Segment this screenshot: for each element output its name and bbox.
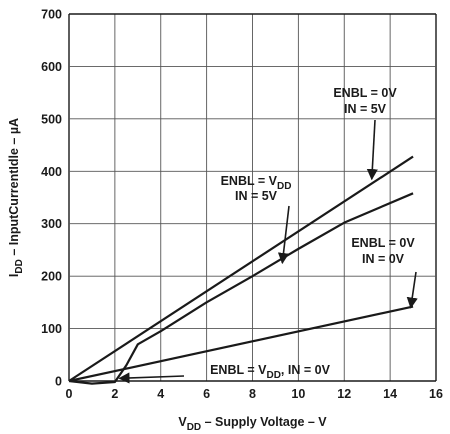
- x-tick-label: 12: [337, 387, 351, 401]
- tick-labels: 0 2 4 6 8 10 12 14 16 0 100 200 300 400 500 600 700: [41, 8, 443, 402]
- series-group: [68, 155, 414, 385]
- y-tick-label: 300: [41, 217, 62, 231]
- annotation-text: ENBL = 0V: [351, 236, 415, 250]
- y-tick-label: 200: [41, 270, 62, 284]
- series-line-3: [68, 305, 414, 383]
- series-line-1: [68, 155, 414, 382]
- x-tick-label: 0: [66, 387, 73, 401]
- x-tick-label: 6: [203, 387, 210, 401]
- x-tick-label: 8: [249, 387, 256, 401]
- annotation-3: ENBL = 0V IN = 0V: [351, 236, 418, 309]
- annotation-text: IN = 5V: [344, 102, 387, 116]
- y-tick-label: 700: [41, 8, 62, 22]
- y-tick-label: 0: [55, 375, 62, 389]
- y-tick-label: 400: [41, 165, 62, 179]
- x-tick-label: 14: [383, 387, 397, 401]
- annotation-arrow: [277, 205, 290, 265]
- annotation-text: ENBL = 0V: [333, 86, 397, 100]
- y-tick-label: 500: [41, 112, 62, 126]
- annotation-text: IN = 5V: [235, 189, 278, 203]
- x-axis-label: VDD – Supply Voltage – V: [178, 415, 327, 433]
- x-tick-label: 10: [291, 387, 305, 401]
- x-tick-label: 2: [111, 387, 118, 401]
- x-tick-label: 16: [429, 387, 443, 401]
- x-tick-label: 4: [157, 387, 164, 401]
- annotation-arrow: [406, 271, 418, 309]
- y-tick-label: 100: [41, 322, 62, 336]
- y-axis-label: IDD – InputCurrentIdle – µA: [7, 118, 25, 277]
- annotation-4: ENBL = VDD, IN = 0V: [118, 363, 331, 384]
- annotation-text: ENBL = VDD, IN = 0V: [210, 363, 330, 381]
- annotation-arrow: [118, 372, 185, 384]
- annotation-arrow: [366, 119, 378, 181]
- annotation-text: IN = 0V: [362, 252, 405, 266]
- y-tick-label: 600: [41, 60, 62, 74]
- series-line-2: [68, 192, 414, 385]
- annotation-text: ENBL = VDD: [221, 174, 292, 192]
- annotation-1: ENBL = 0V IN = 5V: [333, 86, 397, 181]
